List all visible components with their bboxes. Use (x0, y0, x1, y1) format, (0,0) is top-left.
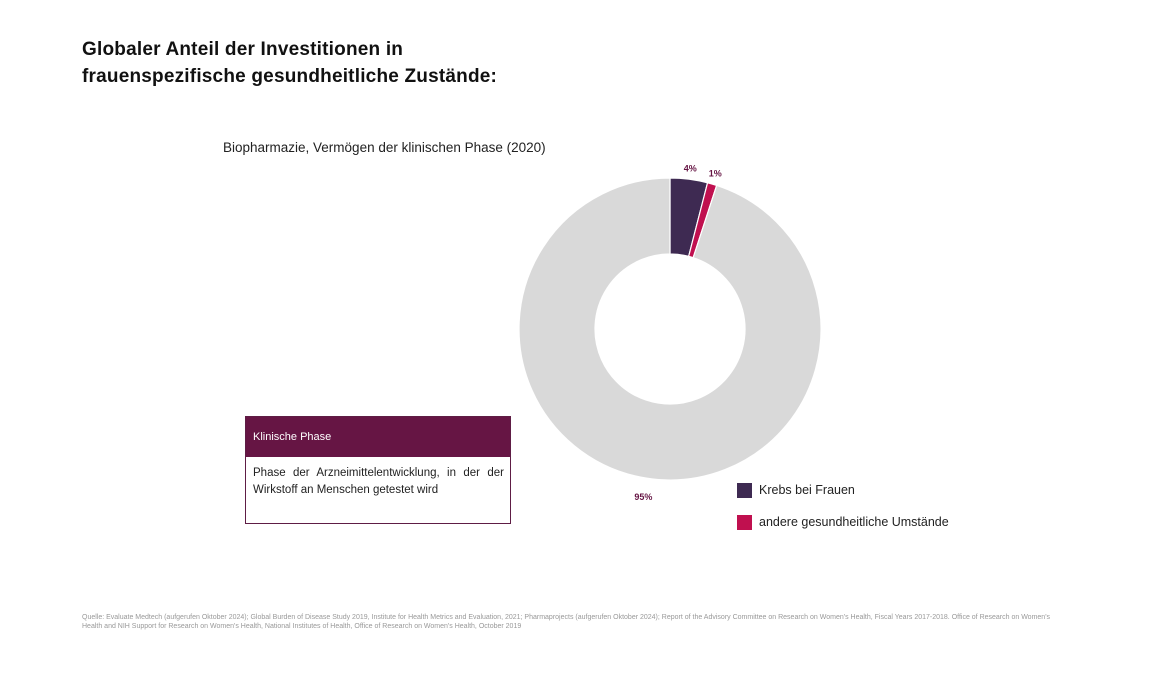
legend-label-andere: andere gesundheitliche Umstände (759, 515, 949, 529)
chart-legend: Krebs bei Frauen andere gesundheitliche … (737, 482, 949, 546)
donut-slice-2 (518, 177, 822, 481)
legend-swatch-krebs (737, 482, 752, 498)
info-box: Klinische Phase Phase der Arzneimittelen… (245, 416, 511, 524)
page-title: Globaler Anteil der Investitionen in fra… (82, 36, 497, 90)
info-box-text: Phase der Arzneimittelentwicklung, in de… (253, 467, 504, 496)
legend-item-andere: andere gesundheitliche Umstände (737, 514, 949, 530)
page-title-line-2: frauenspezifische gesundheitliche Zustän… (82, 66, 498, 87)
info-box-heading: Klinische Phase (246, 417, 510, 457)
legend-label-krebs: Krebs bei Frauen (759, 483, 855, 497)
chart-title: Biopharmazie, Vermögen der klinischen Ph… (223, 140, 546, 155)
donut-chart: 4% 1% 95% (518, 163, 822, 502)
source-footnote: Quelle: Evaluate Medtech (aufgerufen Okt… (82, 614, 1051, 630)
donut-label-0: 4% (684, 163, 697, 173)
donut-label-2: 95% (634, 492, 652, 502)
legend-item-krebs: Krebs bei Frauen (737, 482, 949, 498)
donut-slices (518, 177, 822, 481)
legend-swatch-andere (737, 514, 752, 530)
donut-label-1: 1% (709, 168, 722, 178)
donut-labels: 4% 1% 95% (634, 163, 721, 502)
page-title-line-1: Globaler Anteil der Investitionen in (82, 39, 404, 60)
